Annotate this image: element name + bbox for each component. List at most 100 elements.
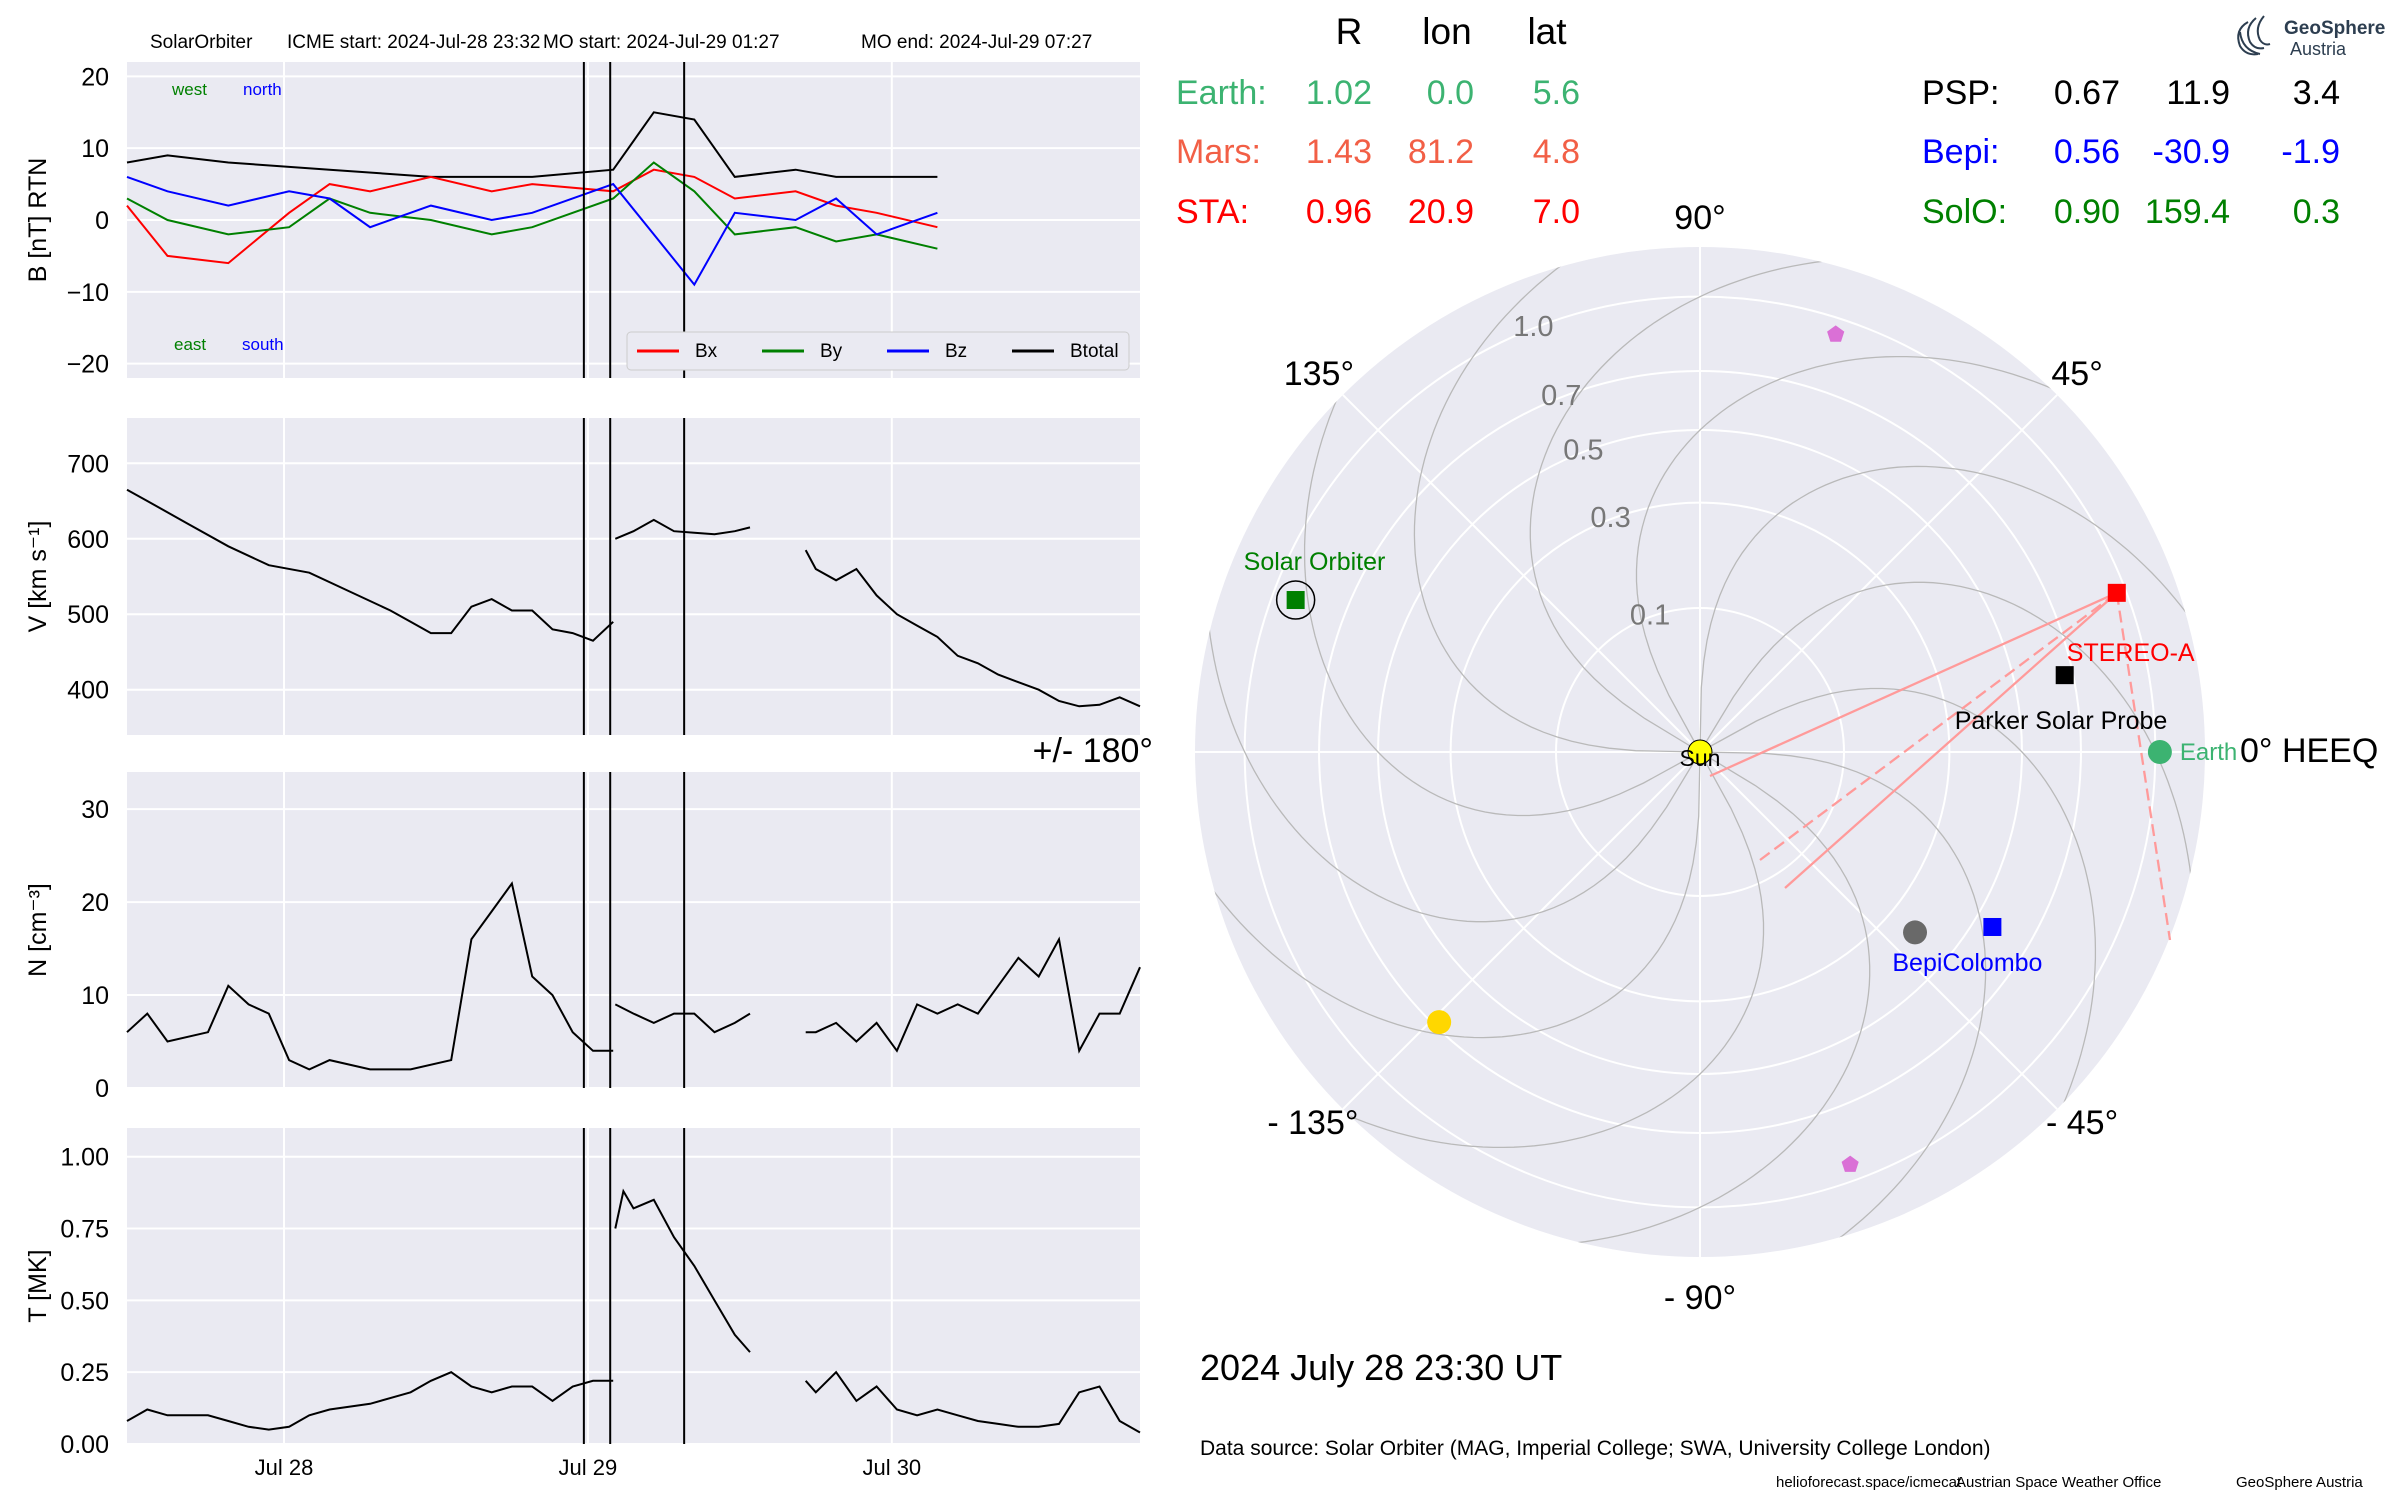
bepi-marker [1983,917,2002,936]
credit-geosphere: GeoSphere Austria [2236,1474,2363,1491]
table-value: 81.2 [1408,133,1474,171]
planet-marker [1903,920,1928,945]
credit-aswo: Austrian Space Weather Office [1956,1474,2161,1491]
y-tick-label: 0.50 [60,1287,109,1315]
table-row-mars: Mars: 1.43 81.2 4.8 [1176,133,1580,171]
legend-label: Bz [945,341,967,362]
legend-label: Btotal [1070,341,1119,362]
legend: Bx By Bz Btotal [626,331,1130,371]
parker-spiral [1699,465,2203,753]
table-header: R [1336,11,1363,52]
y-tick-label: −10 [67,279,109,307]
mo-start: MO start: 2024-Jul-29 01:27 [543,32,780,53]
panel-background [127,772,1140,1088]
sun-marker [1687,739,1713,765]
time-series-panels: 20 10 0 −10 −20 B [nT] RTN west north east south B… [24,62,1141,1480]
psp-marker [2055,666,2074,685]
parker-spiral [1529,258,1849,753]
series-btotal [126,111,938,178]
series-by [126,161,938,250]
logo-line2: Austria [2290,39,2347,59]
radial-label: 0.5 [1563,434,1603,466]
angle-label: - 45° [2046,1104,2118,1142]
earth-marker [2147,740,2172,764]
table-value: -1.9 [2281,133,2340,171]
panel-b: 20 10 0 −10 −20 B [nT] RTN west north east south B… [24,62,1140,379]
angular-gridline [1342,751,1701,1110]
y-tick-label: 0.75 [60,1216,109,1244]
table-value: 1.02 [1306,74,1372,112]
table-value: 1.43 [1306,133,1372,171]
x-tick-label: Jul 30 [862,1455,921,1480]
series-v [804,549,1141,708]
series-v [126,488,614,642]
swirl-icon [2237,15,2271,56]
table-value: 11.9 [2166,74,2230,112]
y-tick-label: 0 [95,1075,109,1103]
series-bz [126,175,938,287]
table-label: PSP: [1922,74,1999,112]
angular-gridline [1342,394,1701,753]
angle-label: - 135° [1267,1104,1358,1142]
parker-spiral [1197,751,1701,1039]
solo-ring [1275,580,1316,620]
table-row-bepi: Bepi: 0.56 -30.9 -1.9 [1922,133,2340,171]
table-value: 7.0 [1533,193,1580,231]
table-label: Mars: [1176,133,1261,171]
mo-end: MO end: 2024-Jul-29 07:27 [861,32,1092,53]
table-header: lat [1527,11,1567,52]
parker-spiral [1551,751,1871,1246]
panel-background [127,418,1140,735]
radial-label: 0.1 [1630,599,1670,631]
y-tick-label: 20 [81,63,109,91]
table-value: 0.0 [1427,74,1474,112]
legend-box [626,331,1130,371]
y-tick-label: 500 [67,601,109,629]
connection-line [1784,591,2118,889]
series-n [126,881,614,1071]
table-value: 4.8 [1533,133,1580,171]
angle-label: - 90° [1664,1279,1736,1317]
y-tick-label: 10 [81,135,109,163]
panel-t: 1.00 0.75 0.50 0.25 0.00 T [MK] [24,1128,1141,1459]
table-label: Earth: [1176,74,1267,112]
table-value: 0.96 [1306,193,1372,231]
y-tick-label: −20 [67,351,109,379]
parker-spiral [1699,581,2194,901]
polar-position-plot: 0.1 0.3 0.5 0.7 1.0 90° 45° 0° HEEQ - 45° - 90° - … [1033,199,2379,1317]
table-row-earth: Earth: 1.02 0.0 5.6 [1176,74,1580,112]
connection-line [1759,591,2118,861]
sta-label: STEREO-A [2067,639,2195,667]
table-value: -30.9 [2153,133,2231,171]
radial-label: 1.0 [1513,311,1553,343]
table-row-sta: STA: 0.96 20.9 7.0 [1176,193,1580,231]
table-label: Bepi: [1922,133,2000,171]
parker-spiral [1413,249,1701,753]
psp-label: Parker Solar Probe [1955,707,2168,735]
parker-spiral [1324,751,1765,1149]
panel-background [127,1128,1140,1444]
spacecraft-name: SolarOrbiter [150,32,253,53]
table-label: STA: [1176,193,1249,231]
table-header: lon [1422,11,1471,52]
angle-label: 135° [1284,355,1354,393]
angular-gridline [1699,394,2058,753]
plot-date: 2024 July 28 23:30 UT [1200,1347,1562,1388]
y-tick-label: 20 [81,889,109,917]
annotation-north: north [243,80,282,99]
table-value: 3.4 [2293,74,2340,112]
y-tick-label: 1.00 [60,1144,109,1172]
angle-label: +/- 180° [1033,732,1153,770]
data-source: Data source: Solar Orbiter (MAG, Imperia… [1200,1437,1991,1460]
series-t [614,1188,751,1353]
table-label: SolO: [1922,193,2007,231]
table-value: 0.90 [2054,193,2120,231]
solo-label: Solar Orbiter [1244,548,1386,576]
series-t [126,1371,614,1431]
series-n [805,936,1141,1054]
table-value: 0.67 [2054,74,2120,112]
y-tick-label: 700 [67,450,109,478]
solo-marker [1286,591,1305,610]
angle-label: 0° HEEQ [2240,732,2378,770]
